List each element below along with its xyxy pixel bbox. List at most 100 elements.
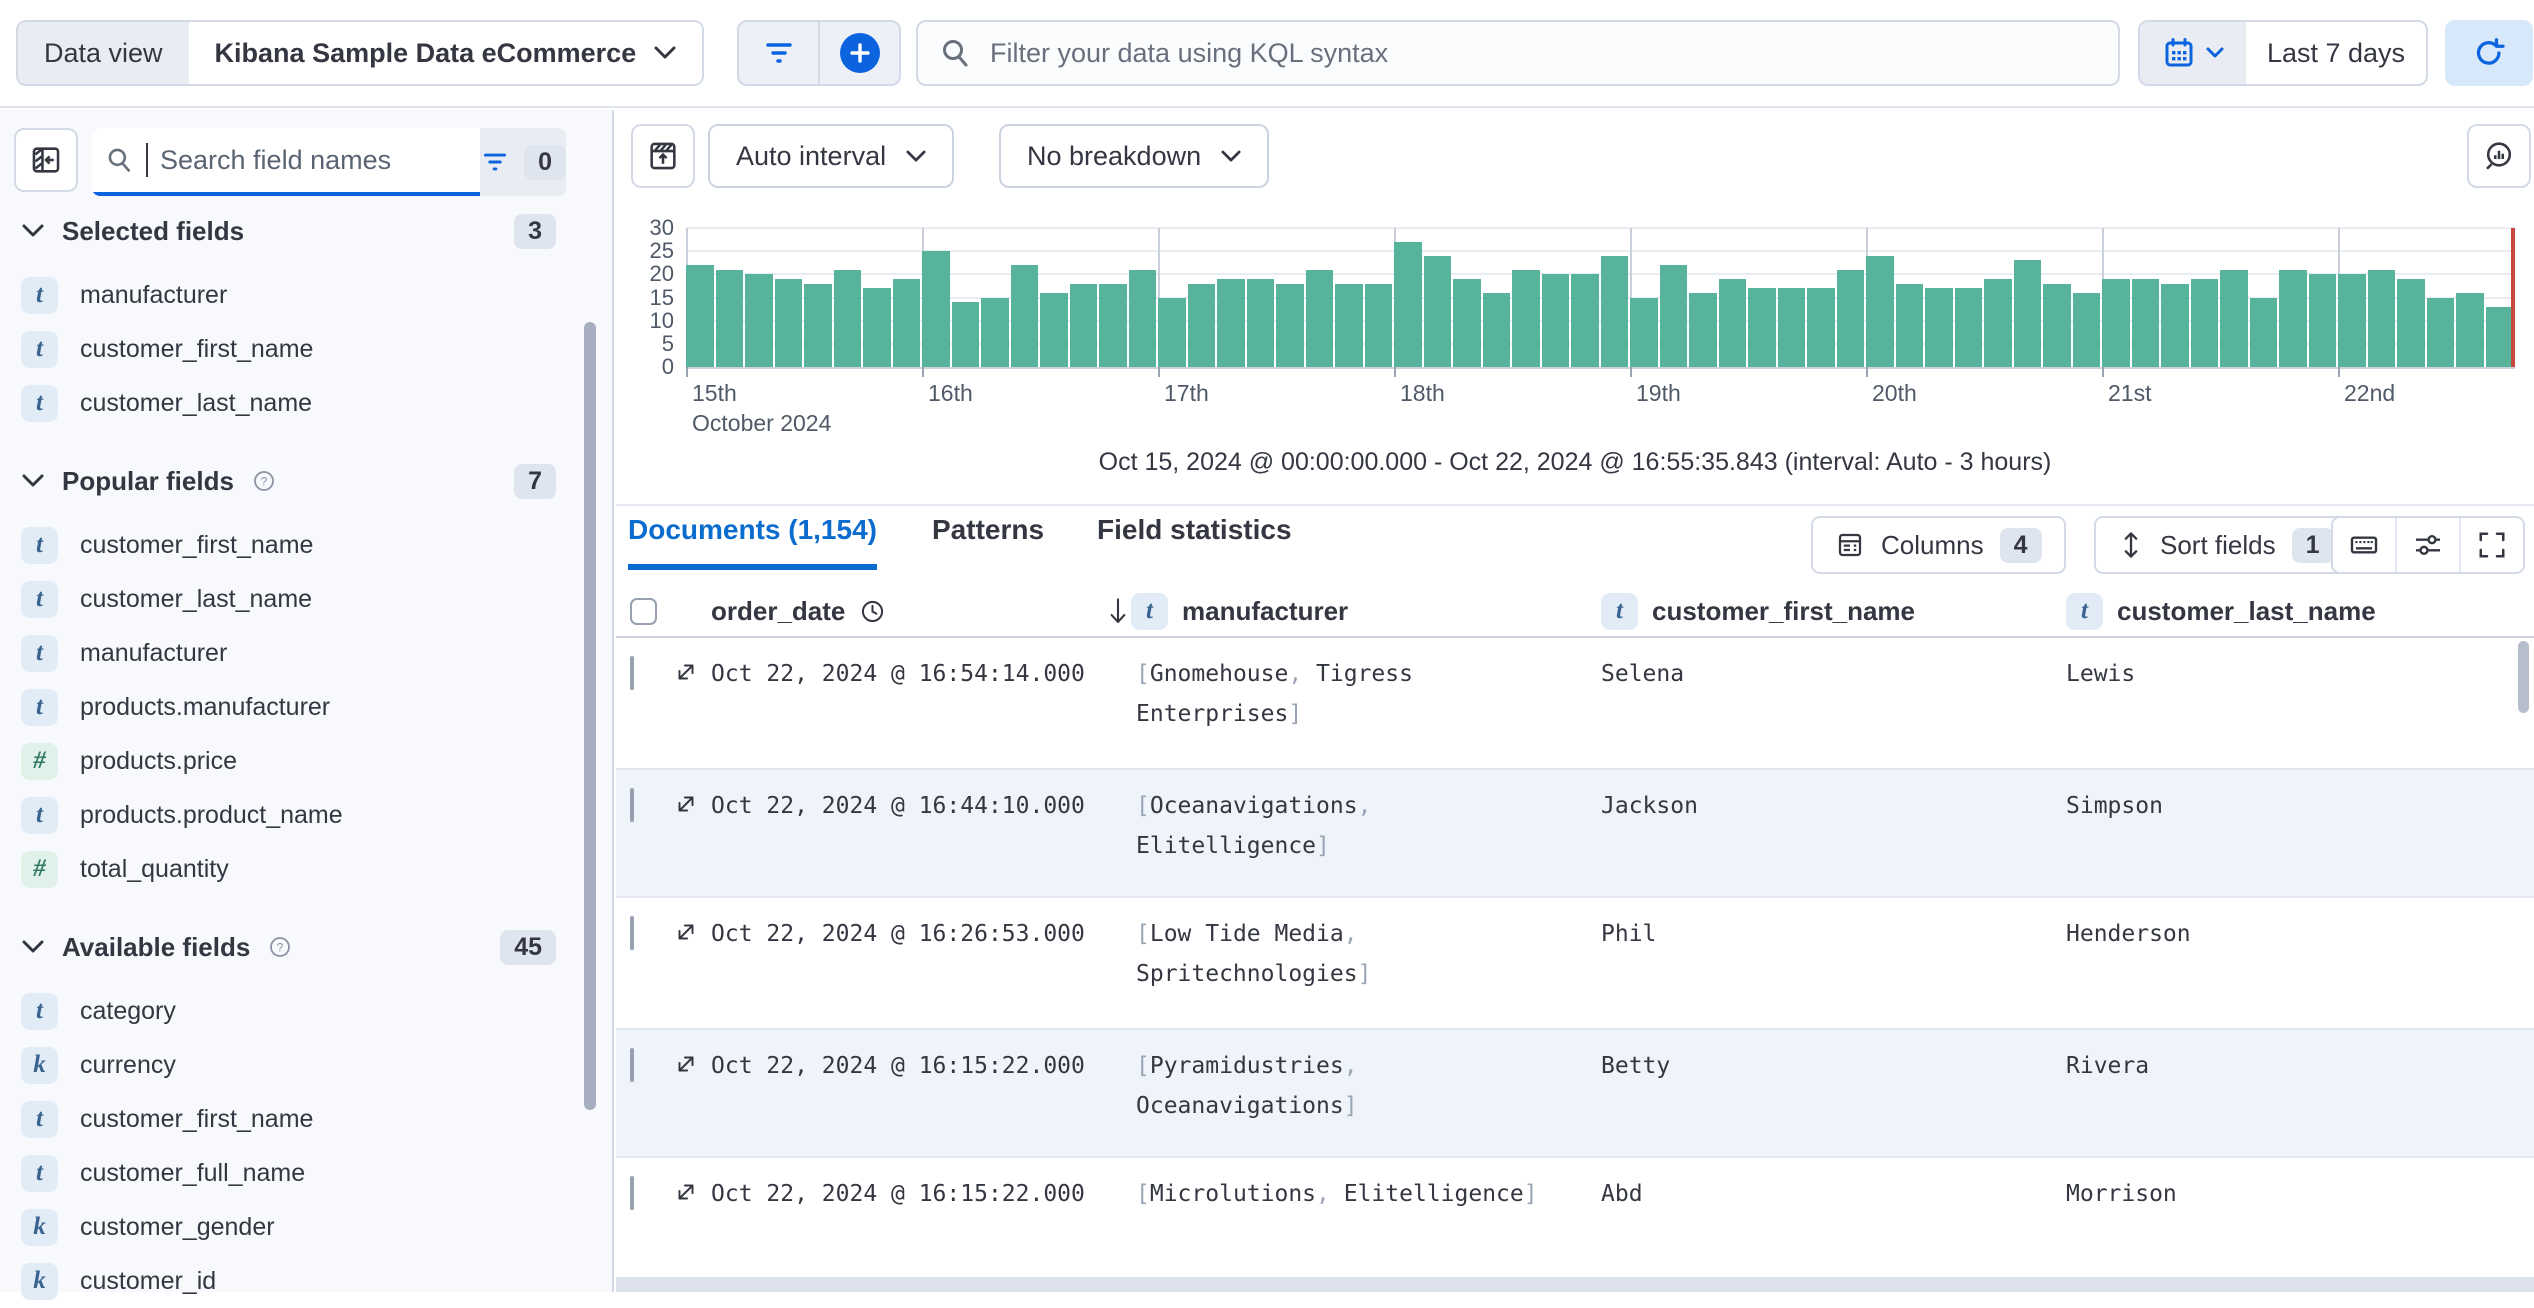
column-header-customer-first-name[interactable]: t customer_first_name xyxy=(1601,586,1915,636)
row-checkbox[interactable] xyxy=(630,916,634,950)
edit-visualization-button[interactable] xyxy=(2467,124,2531,188)
histogram-bar[interactable] xyxy=(1276,283,1304,367)
keyboard-shortcuts-button[interactable] xyxy=(2333,518,2395,572)
histogram-bar[interactable] xyxy=(2397,278,2425,367)
histogram-bar[interactable] xyxy=(1571,274,1599,367)
field-item[interactable]: k currency xyxy=(0,1038,570,1092)
interval-dropdown[interactable]: Auto interval xyxy=(708,124,955,188)
breakdown-dropdown[interactable]: No breakdown xyxy=(999,124,1270,188)
histogram-bar[interactable] xyxy=(1482,292,1510,367)
field-item[interactable]: t category xyxy=(0,984,570,1038)
histogram-bar[interactable] xyxy=(1718,278,1746,367)
add-filter-button[interactable] xyxy=(820,22,899,84)
histogram-bar[interactable] xyxy=(715,269,743,367)
expand-row-icon[interactable] xyxy=(673,791,699,817)
histogram-bar[interactable] xyxy=(1099,283,1127,367)
histogram-bar[interactable] xyxy=(2161,283,2189,367)
histogram-bar[interactable] xyxy=(1423,255,1451,367)
field-item[interactable]: k customer_id xyxy=(0,1254,570,1308)
histogram-bar[interactable] xyxy=(922,251,950,367)
field-item[interactable]: # total_quantity xyxy=(0,842,570,896)
histogram-bar[interactable] xyxy=(1836,269,1864,367)
histogram-bar[interactable] xyxy=(1187,283,1215,367)
date-picker-button[interactable] xyxy=(2140,22,2246,84)
histogram-bar[interactable] xyxy=(2456,292,2484,367)
histogram-bar[interactable] xyxy=(1394,241,1422,367)
tab-patterns[interactable]: Patterns xyxy=(932,514,1045,545)
section-header-available-fields[interactable]: Available fields? 45 xyxy=(0,922,614,972)
tab-documents[interactable]: Documents (1,154) xyxy=(628,514,877,570)
row-checkbox[interactable] xyxy=(630,788,634,822)
histogram-bar[interactable] xyxy=(2190,278,2218,367)
field-item[interactable]: t manufacturer xyxy=(0,626,570,680)
histogram-bar[interactable] xyxy=(1748,288,1776,367)
histogram-bar[interactable] xyxy=(2043,283,2071,367)
histogram-bar[interactable] xyxy=(2485,306,2513,367)
field-item[interactable]: t products.product_name xyxy=(0,788,570,842)
table-row[interactable]: Oct 22, 2024 @ 16:15:22.000 [Pyramidustri… xyxy=(616,1028,2534,1158)
sidebar-scrollbar[interactable] xyxy=(584,322,596,1110)
histogram-bar[interactable] xyxy=(2308,274,2336,367)
histogram-bar[interactable] xyxy=(833,269,861,367)
histogram-bar[interactable] xyxy=(804,283,832,367)
histogram-bar[interactable] xyxy=(1600,255,1628,367)
histogram-bar[interactable] xyxy=(2338,274,2366,367)
histogram-bar[interactable] xyxy=(686,265,714,367)
field-item[interactable]: t customer_full_name xyxy=(0,1146,570,1200)
display-options-button[interactable] xyxy=(2397,518,2459,572)
column-header-customer-last-name[interactable]: t customer_last_name xyxy=(2066,586,2376,636)
field-item[interactable]: t products.manufacturer xyxy=(0,680,570,734)
sort-fields-button[interactable]: Sort fields 1 xyxy=(2094,516,2358,574)
table-row[interactable]: Oct 22, 2024 @ 16:44:10.000 [Oceanavigati… xyxy=(616,768,2534,898)
fullscreen-button[interactable] xyxy=(2461,518,2523,572)
columns-button[interactable]: Columns 4 xyxy=(1811,516,2066,574)
histogram-bar[interactable] xyxy=(1807,288,1835,367)
histogram-bar[interactable] xyxy=(1217,278,1245,367)
field-item[interactable]: t manufacturer xyxy=(0,268,570,322)
row-checkbox[interactable] xyxy=(630,1176,634,1210)
histogram-bar[interactable] xyxy=(892,278,920,367)
histogram-bar[interactable] xyxy=(2131,278,2159,367)
table-vertical-scrollbar[interactable] xyxy=(2518,641,2529,713)
histogram-bar[interactable] xyxy=(1158,297,1186,367)
histogram-bar[interactable] xyxy=(1925,288,1953,367)
field-item[interactable]: # products.price xyxy=(0,734,570,788)
histogram-bar[interactable] xyxy=(1246,278,1274,367)
histogram-bar[interactable] xyxy=(863,288,891,367)
histogram-bar[interactable] xyxy=(1305,269,1333,367)
histogram-bar[interactable] xyxy=(1777,288,1805,367)
field-item[interactable]: t customer_last_name xyxy=(0,376,570,430)
histogram-bar[interactable] xyxy=(1040,292,1068,367)
field-item[interactable]: t customer_first_name xyxy=(0,322,570,376)
histogram-bar[interactable] xyxy=(2013,260,2041,367)
histogram-bar[interactable] xyxy=(1010,265,1038,367)
histogram-bar[interactable] xyxy=(2220,269,2248,367)
row-checkbox[interactable] xyxy=(630,656,634,690)
field-item[interactable]: t customer_last_name xyxy=(0,572,570,626)
histogram-bar[interactable] xyxy=(951,302,979,367)
expand-row-icon[interactable] xyxy=(673,919,699,945)
histogram-bar[interactable] xyxy=(1954,288,1982,367)
data-view-picker[interactable]: Data view Kibana Sample Data eCommerce xyxy=(16,20,705,86)
field-item[interactable]: t customer_first_name xyxy=(0,1092,570,1146)
expand-row-icon[interactable] xyxy=(673,1179,699,1205)
histogram-bar[interactable] xyxy=(1335,283,1363,367)
row-checkbox[interactable] xyxy=(630,1048,634,1082)
table-horizontal-scrollbar[interactable] xyxy=(616,1277,2534,1292)
column-header-manufacturer[interactable]: t manufacturer xyxy=(1131,586,1348,636)
histogram-bar[interactable] xyxy=(1364,283,1392,367)
kql-search-input[interactable]: Filter your data using KQL syntax xyxy=(916,20,2120,86)
histogram-bar[interactable] xyxy=(2072,292,2100,367)
histogram-bar[interactable] xyxy=(1512,269,1540,367)
table-row[interactable]: Oct 22, 2024 @ 16:54:14.000 [Gnomehouse, … xyxy=(616,638,2534,768)
data-view-selected[interactable]: Kibana Sample Data eCommerce xyxy=(188,22,703,84)
section-header-selected-fields[interactable]: Selected fields 3 xyxy=(0,206,614,256)
hide-chart-button[interactable] xyxy=(631,124,695,188)
section-header-popular-fields[interactable]: Popular fields? 7 xyxy=(0,456,614,506)
refresh-button[interactable] xyxy=(2445,20,2533,86)
histogram-bar[interactable] xyxy=(2367,269,2395,367)
filter-button[interactable] xyxy=(739,22,818,84)
histogram-bar[interactable] xyxy=(2279,269,2307,367)
field-filter-button[interactable]: 0 xyxy=(480,128,566,196)
histogram-bar[interactable] xyxy=(1866,255,1894,367)
